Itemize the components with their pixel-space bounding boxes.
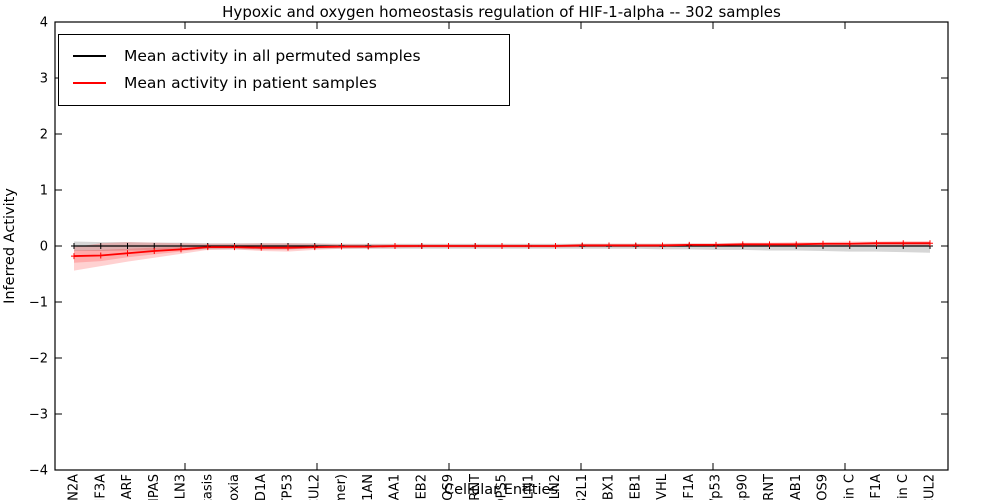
x-tick-label: TCEB2	[414, 474, 429, 500]
permuted-line-swatch	[73, 54, 106, 57]
x-tick-labels: CDKN2A HIF3A HIF1A/p19ARF ARNT/IPAS EGLN3 oxy…	[67, 473, 938, 500]
x-tick-label: HIF1A/JAB1	[789, 474, 804, 500]
x-tick-label: HIF1A/ARNT	[762, 474, 777, 500]
y-tick-label: 3	[40, 72, 48, 87]
x-tick-label: ARNT	[468, 474, 483, 500]
y-tick-label: 4	[40, 16, 48, 31]
x-tick-label: HIF1A/RACK1/Elongin B/Elongin C	[896, 474, 911, 500]
x-tick-label: VHL/Elongin B/Elongin C/RBX1/CUL2	[923, 474, 938, 500]
x-tick-label: EGLN1	[521, 474, 536, 500]
x-tick-label: COPS5	[495, 474, 510, 500]
x-tick-label: TCEB1	[628, 474, 643, 500]
x-tick-label: ARD1A	[254, 474, 269, 500]
y-tick-label: −3	[29, 408, 48, 423]
x-tick-label: GNB2L1	[575, 474, 590, 500]
x-tick-label: EGLN3	[174, 474, 189, 500]
x-tick-label: HIF1A	[682, 474, 697, 500]
x-tick-label: TP53	[281, 474, 296, 500]
x-tick-label: CUL2	[307, 474, 322, 500]
legend-label-patient: Mean activity in patient samples	[124, 73, 377, 92]
x-tick-label: ARNT/IPAS	[147, 474, 162, 500]
legend-label-permuted: Mean activity in all permuted samples	[124, 46, 421, 65]
legend-item-permuted: Mean activity in all permuted samples	[69, 42, 499, 69]
x-tick-label: oxygen homeostasis	[200, 474, 215, 500]
x-tick-label: FIH (dimer)	[334, 474, 349, 500]
x-tick-label: HSP90AA1	[388, 474, 403, 500]
x-tick-label: VHL	[655, 473, 670, 500]
chart-title: Hypoxic and oxygen homeostasis regulatio…	[222, 3, 781, 21]
x-tick-label: RACK1/Elongin B/Elongin C	[842, 474, 857, 500]
x-tick-label: HIF3A	[93, 474, 108, 500]
y-tick-labels: 4 3 2 1 0 −1 −2 −3 −4	[29, 16, 48, 479]
x-tick-label: CDKN2A	[67, 474, 82, 500]
series-markers	[71, 240, 933, 260]
y-tick-label: −4	[29, 464, 48, 479]
y-axis-label: Inferred Activity	[2, 188, 18, 304]
x-tick-label: response to hypoxia	[227, 474, 242, 500]
y-tick-label: −2	[29, 352, 48, 367]
x-tick-label: VHL/Elongin B/Elongin C/RBX1/CUL2/HIF1A	[869, 474, 884, 500]
x-tick-label: RBX1	[602, 474, 617, 500]
x-tick-label: HIF1A/p53	[709, 474, 724, 500]
x-tick-label: HIF1AN	[361, 474, 376, 500]
x-tick-label: PHD1-3/OS9	[816, 474, 831, 500]
x-tick-label: HIF1A/Hsp90	[735, 474, 750, 500]
legend: Mean activity in all permuted samples Me…	[58, 34, 510, 106]
axis-ticks	[55, 21, 948, 471]
x-tick-label: OS9	[441, 474, 456, 500]
x-tick-label: HIF1A/p19ARF	[120, 474, 135, 500]
legend-item-patient: Mean activity in patient samples	[69, 69, 499, 96]
y-tick-label: 0	[40, 240, 48, 255]
patient-line-swatch	[73, 81, 106, 84]
x-tick-label: EGLN2	[548, 474, 563, 500]
y-tick-label: −1	[29, 296, 48, 311]
x-axis-label: Cellular Entities	[444, 482, 558, 498]
y-tick-label: 1	[40, 184, 48, 199]
y-tick-label: 2	[40, 128, 48, 143]
